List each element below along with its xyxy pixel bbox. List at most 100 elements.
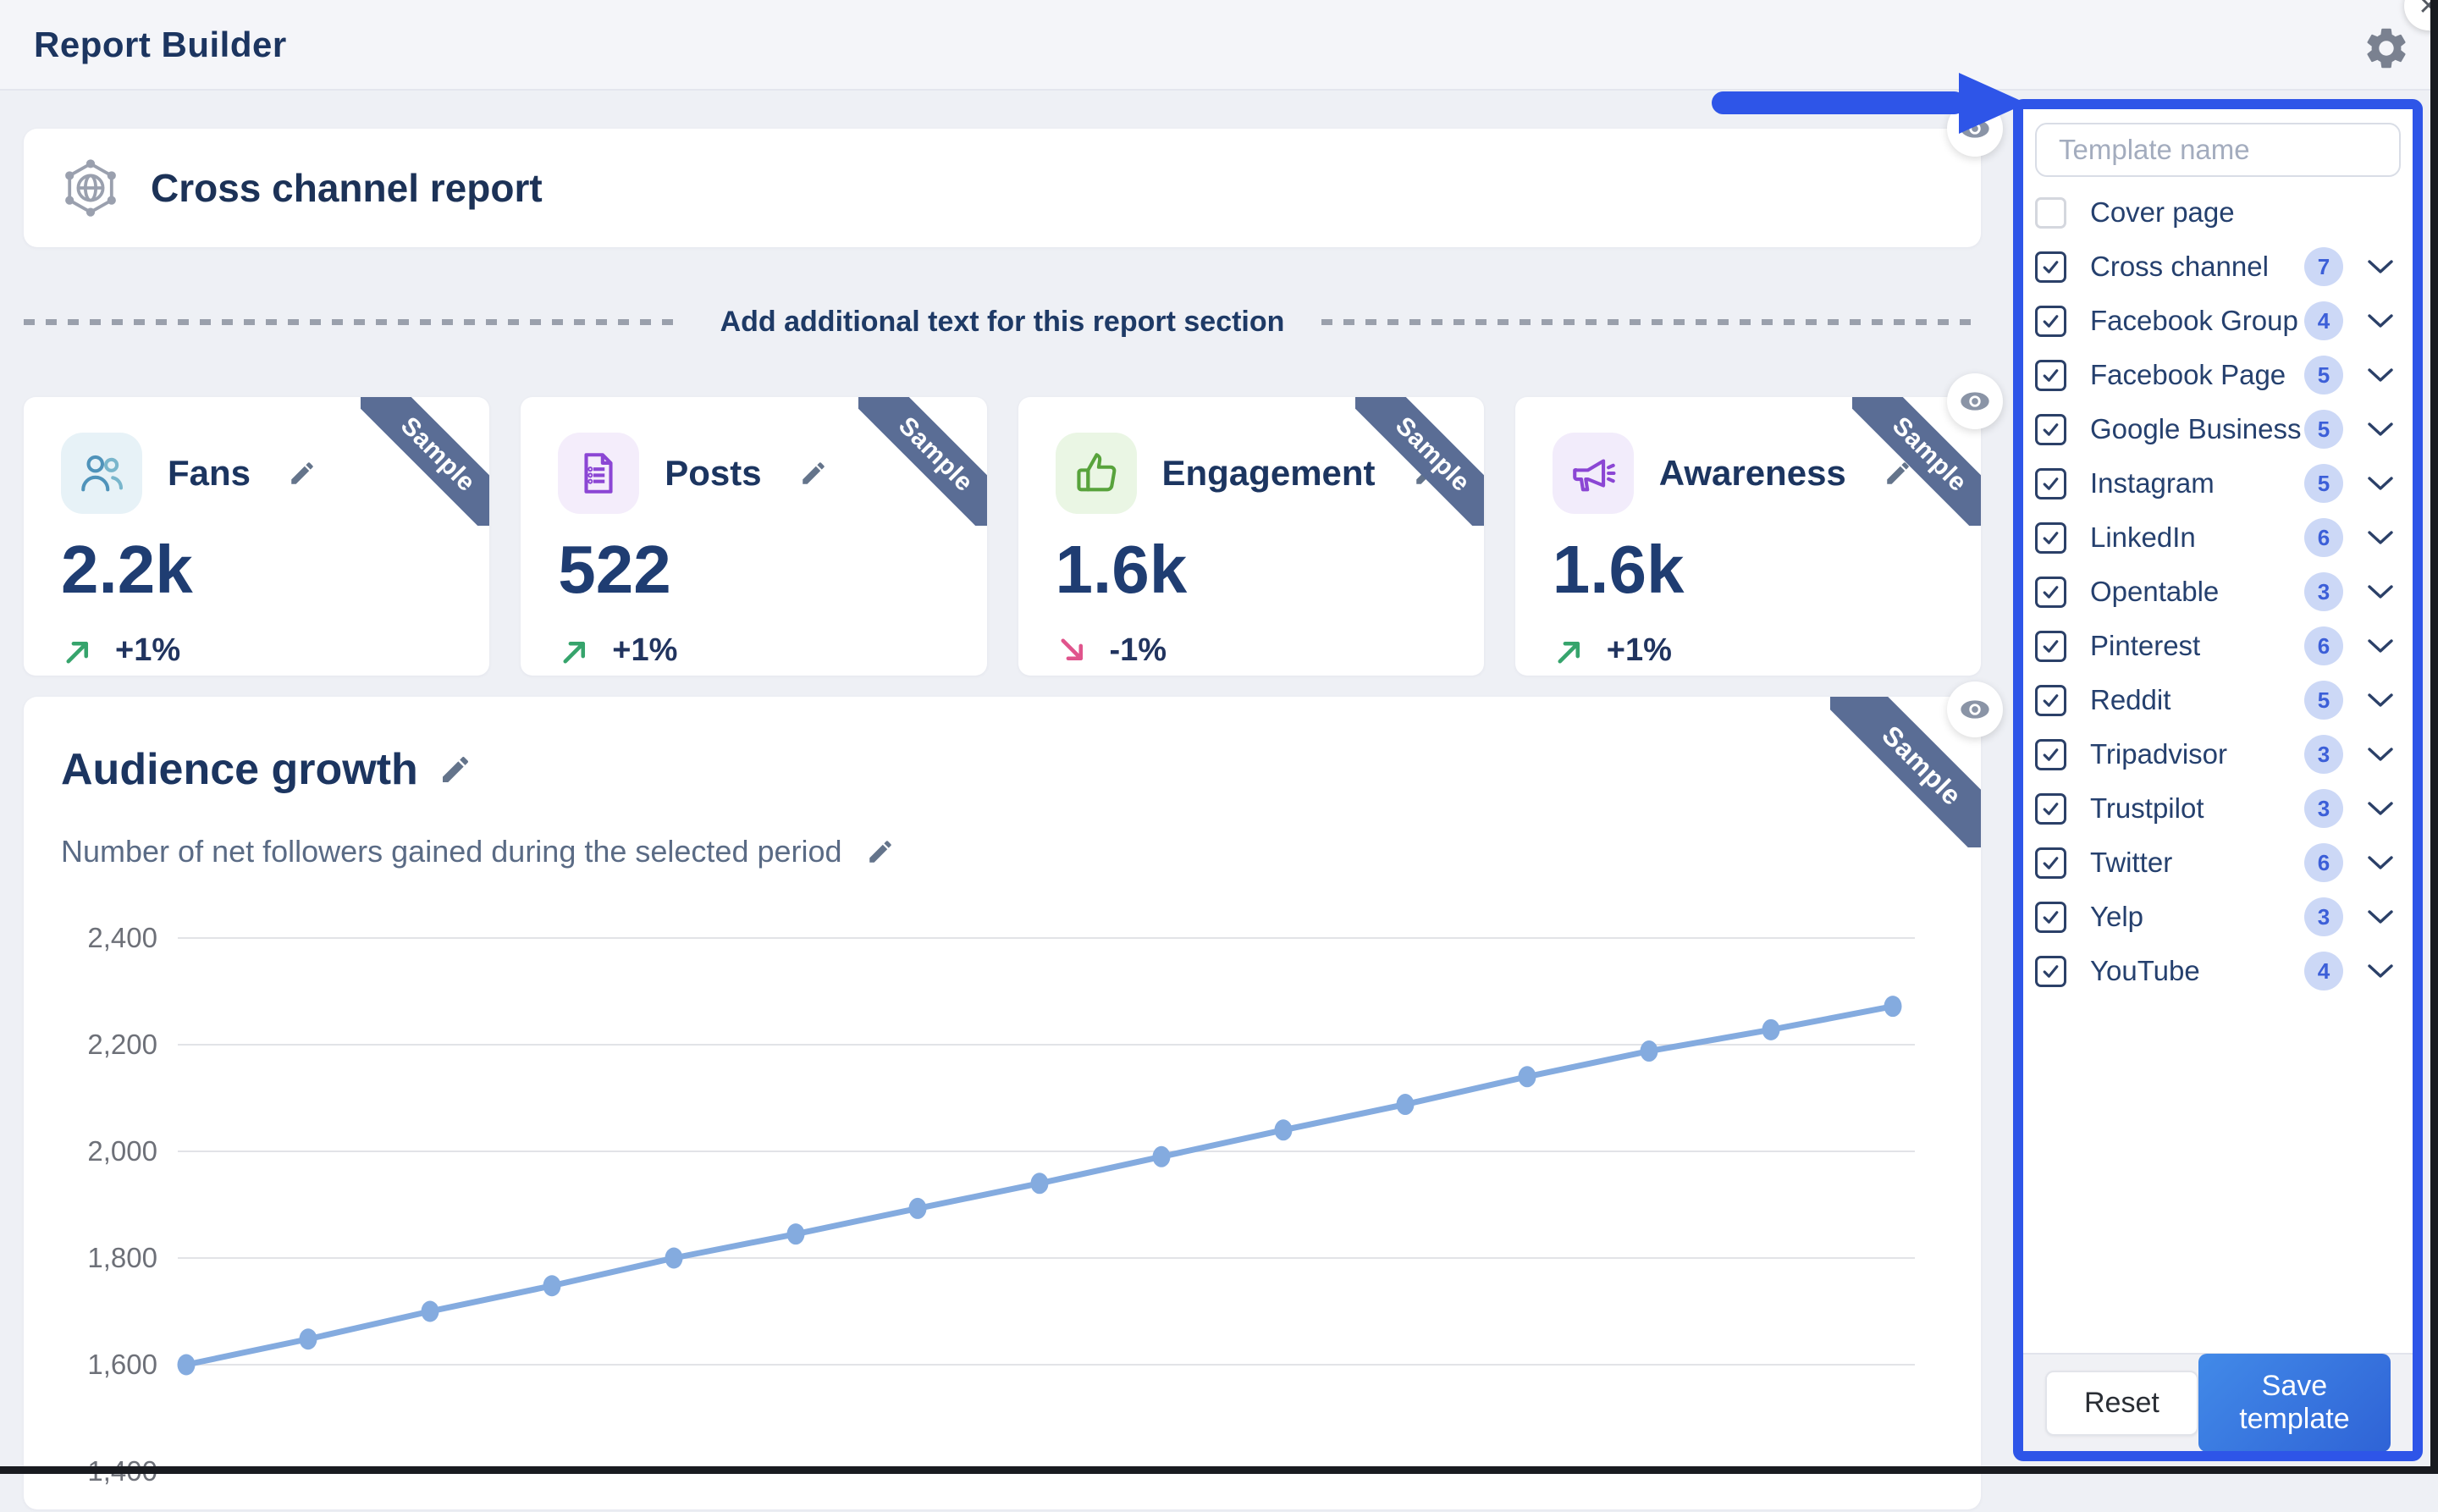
sample-ribbon: Sample — [1354, 397, 1484, 526]
metric-change: +1% — [1606, 632, 1672, 668]
template-section-list: Cover page Cross channel 7 Facebook Group… — [2023, 185, 2413, 998]
pointer-arrow-head — [1959, 73, 2027, 134]
template-section-row-cover-page[interactable]: Cover page — [2023, 185, 2413, 240]
divider-label[interactable]: Add additional text for this report sect… — [720, 305, 1285, 338]
template-section-row-opentable[interactable]: Opentable 3 — [2023, 565, 2413, 619]
template-section-row-facebook-group[interactable]: Facebook Group 4 — [2023, 294, 2413, 348]
template-section-row-google-business[interactable]: Google Business 5 — [2023, 402, 2413, 456]
section-count-badge: 3 — [2304, 735, 2343, 774]
chevron-down-icon[interactable] — [2367, 258, 2394, 275]
section-count-badge: 3 — [2304, 789, 2343, 828]
checkbox[interactable] — [2035, 196, 2066, 229]
checkbox[interactable] — [2035, 359, 2066, 391]
metric-value: 1.6k — [1552, 532, 1685, 607]
section-count-badge: 4 — [2304, 301, 2343, 340]
section-count-badge: 7 — [2304, 247, 2343, 286]
add-text-divider[interactable]: Add additional text for this report sect… — [24, 301, 1982, 343]
template-section-row-trustpilot[interactable]: Trustpilot 3 — [2023, 781, 2413, 836]
metric-card-awareness: Sample Awareness 1.6k +1% — [1514, 373, 2003, 676]
svg-text:1,600: 1,600 — [87, 1349, 157, 1380]
metric-change: -1% — [1109, 632, 1167, 668]
metric-label: Awareness — [1658, 453, 1846, 493]
checkbox[interactable] — [2035, 738, 2066, 770]
channel-label: Yelp — [2090, 901, 2144, 932]
eye-icon[interactable] — [1947, 373, 2003, 429]
template-section-row-yelp[interactable]: Yelp 3 — [2023, 890, 2413, 944]
divider-dashes — [24, 318, 683, 325]
metric-value: 1.6k — [1055, 532, 1188, 607]
eye-icon[interactable] — [1947, 682, 2003, 737]
edit-pencil-icon[interactable] — [1884, 459, 1912, 488]
template-section-row-youtube[interactable]: YouTube 4 — [2023, 944, 2413, 998]
template-section-row-instagram[interactable]: Instagram 5 — [2023, 456, 2413, 510]
trend-down-arrow-icon — [1056, 633, 1091, 669]
chevron-down-icon[interactable] — [2367, 475, 2394, 492]
template-section-row-tripadvisor[interactable]: Tripadvisor 3 — [2023, 727, 2413, 781]
chevron-down-icon[interactable] — [2367, 583, 2394, 600]
template-section-row-pinterest[interactable]: Pinterest 6 — [2023, 619, 2413, 673]
checkbox[interactable] — [2035, 521, 2066, 554]
chevron-down-icon[interactable] — [2367, 854, 2394, 871]
chart-title: Audience growth — [61, 745, 418, 794]
chevron-down-icon[interactable] — [2367, 746, 2394, 763]
chevron-down-icon[interactable] — [2367, 367, 2394, 384]
template-panel: Cover page Cross channel 7 Facebook Group… — [2013, 99, 2423, 1461]
edit-pencil-icon[interactable] — [288, 459, 317, 488]
edit-pencil-icon[interactable] — [439, 753, 472, 786]
template-section-row-linkedin[interactable]: LinkedIn 6 — [2023, 510, 2413, 565]
channel-label: Facebook Group — [2090, 305, 2298, 336]
thumbs-up-icon — [1055, 433, 1137, 514]
megaphone-icon — [1552, 433, 1634, 514]
page-title: Report Builder — [34, 24, 287, 64]
panel-footer: Reset Save template — [2023, 1353, 2413, 1451]
template-section-row-facebook-page[interactable]: Facebook Page 5 — [2023, 348, 2413, 402]
report-section-card: Cross channel report — [24, 101, 2003, 247]
checkbox[interactable] — [2035, 630, 2066, 662]
chevron-down-icon[interactable] — [2367, 529, 2394, 546]
chevron-down-icon[interactable] — [2367, 692, 2394, 709]
metric-change: +1% — [115, 632, 181, 668]
chevron-down-icon[interactable] — [2367, 637, 2394, 654]
channel-label: Google Business — [2090, 413, 2302, 444]
template-name-input[interactable] — [2035, 123, 2401, 177]
checkbox[interactable] — [2035, 901, 2066, 933]
checkbox[interactable] — [2035, 684, 2066, 716]
template-section-row-reddit[interactable]: Reddit 5 — [2023, 673, 2413, 727]
metric-card-engagement: Sample Engagement 1.6k -1% — [1018, 397, 1484, 676]
checkbox[interactable] — [2035, 413, 2066, 445]
section-count-badge: 5 — [2304, 410, 2343, 449]
channel-label: Reddit — [2090, 684, 2171, 715]
checkbox[interactable] — [2035, 792, 2066, 825]
gear-icon[interactable] — [2362, 24, 2411, 73]
svg-text:2,400: 2,400 — [87, 922, 157, 953]
channel-label: YouTube — [2090, 955, 2200, 986]
channel-label: LinkedIn — [2090, 521, 2196, 553]
capture-edge — [2430, 0, 2438, 1474]
checkbox[interactable] — [2035, 955, 2066, 987]
channel-label: Twitter — [2090, 847, 2173, 878]
edit-pencil-icon[interactable] — [866, 837, 895, 866]
checkbox[interactable] — [2035, 847, 2066, 879]
metric-value: 522 — [558, 532, 671, 607]
sample-ribbon: Sample — [361, 397, 490, 526]
chevron-down-icon[interactable] — [2367, 908, 2394, 925]
edit-pencil-icon[interactable] — [799, 459, 828, 488]
chevron-down-icon[interactable] — [2367, 800, 2394, 817]
reset-button[interactable]: Reset — [2045, 1370, 2198, 1436]
section-count-badge: 5 — [2304, 356, 2343, 395]
checkbox[interactable] — [2035, 305, 2066, 337]
template-section-row-cross-channel[interactable]: Cross channel 7 — [2023, 240, 2413, 294]
chevron-down-icon[interactable] — [2367, 421, 2394, 438]
chevron-down-icon[interactable] — [2367, 312, 2394, 329]
capture-edge — [0, 1466, 2438, 1474]
checkbox[interactable] — [2035, 251, 2066, 283]
checkbox[interactable] — [2035, 576, 2066, 608]
chevron-down-icon[interactable] — [2367, 963, 2394, 979]
checkbox[interactable] — [2035, 467, 2066, 499]
save-template-button[interactable]: Save template — [2198, 1354, 2391, 1451]
document-icon — [558, 433, 640, 514]
metric-label: Engagement — [1161, 453, 1376, 493]
section-count-badge: 5 — [2304, 681, 2343, 720]
template-section-row-twitter[interactable]: Twitter 6 — [2023, 836, 2413, 890]
